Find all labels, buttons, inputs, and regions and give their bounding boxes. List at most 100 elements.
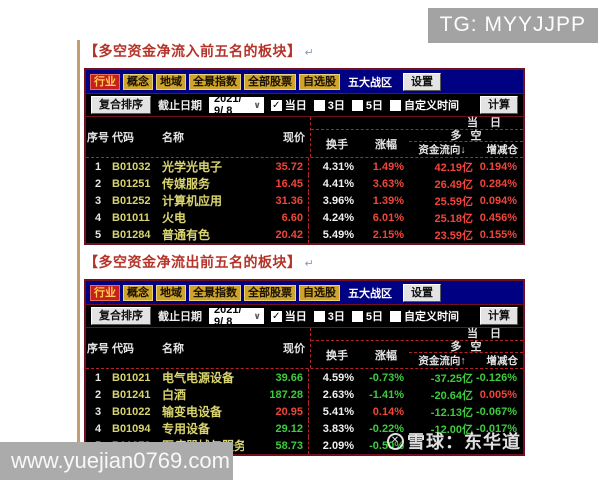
header-turnover[interactable]: 换手 [325, 138, 348, 151]
checkbox-label: 当日 [284, 311, 307, 323]
row-seq: 5 [94, 228, 102, 241]
change-value: 3.63% [372, 177, 404, 190]
sector-name: 传媒服务 [162, 177, 211, 191]
tab-watchlist[interactable]: 自选股 [299, 284, 340, 301]
header-change[interactable]: 涨幅 [374, 138, 397, 151]
checkbox-3day[interactable]: 3日 [313, 308, 345, 324]
tab-industry[interactable]: 行业 [90, 73, 120, 90]
tg-watermark-badge: TG: MYYJJPP [427, 8, 598, 43]
row-seq: 4 [94, 211, 102, 224]
header-name[interactable]: 名称 [162, 343, 184, 355]
flow-value: 25.18亿 [434, 212, 473, 225]
tab-region[interactable]: 地域 [156, 284, 186, 301]
composite-sort-button[interactable]: 复合排序 [91, 96, 151, 114]
tab-concept[interactable]: 概念 [123, 284, 153, 301]
return-arrow-icon: ↵ [304, 258, 315, 270]
article-content: 【多空资金净流入前五名的板块】 ↵ 行业 概念 地域 全景指数 全部股票 自选股 … [84, 42, 525, 456]
header-seq[interactable]: 序号 [87, 132, 109, 144]
table-row[interactable]: 3 B01022 输变电设备 20.95 5.41% 0.14% -12.13亿… [86, 403, 523, 420]
settings-button[interactable]: 设置 [403, 283, 441, 302]
turnover-value: 2.09% [322, 439, 354, 452]
price-value: 31.36 [275, 194, 303, 207]
checkbox-custom-range[interactable]: 自定义时间 [390, 97, 459, 113]
sector-name: 输变电设备 [162, 405, 223, 419]
date-select[interactable]: 2021/ 9/ 8 ∨ [209, 304, 264, 328]
settings-button[interactable]: 设置 [403, 72, 441, 91]
tab-concept[interactable]: 概念 [123, 73, 153, 90]
row-right-section: 2.63% -1.41% -20.64亿 0.005% [308, 386, 523, 403]
header-position[interactable]: 增减仓 [486, 144, 519, 156]
composite-sort-button[interactable]: 复合排序 [91, 307, 151, 325]
tab-industry[interactable]: 行业 [90, 284, 120, 301]
header-flow-sorted[interactable]: 资金流向↑ [418, 355, 466, 367]
header-turn-change: 换手 涨幅 [311, 341, 409, 368]
tab-region[interactable]: 地域 [156, 73, 186, 90]
turnover-value: 2.63% [322, 388, 354, 401]
position-value: 0.194% [479, 160, 517, 173]
turnover-value: 4.31% [322, 160, 354, 173]
header-seq[interactable]: 序号 [87, 343, 109, 355]
header-turn-change: 换手 涨幅 [311, 130, 409, 157]
header-flow-sorted[interactable]: 资金流向↓ [418, 144, 466, 156]
calculate-button[interactable]: 计算 [480, 307, 518, 325]
flow-value: 25.59亿 [434, 195, 473, 208]
position-value: 0.456% [479, 211, 517, 224]
tab-panorama-index[interactable]: 全景指数 [189, 73, 241, 90]
table-row[interactable]: 3 B01252 计算机应用 31.36 3.96% 1.39% 25.59亿 … [86, 192, 523, 209]
tab-watchlist[interactable]: 自选股 [299, 73, 340, 90]
table-row[interactable]: 4 B01011 火电 6.60 4.24% 6.01% 25.18亿 0.45… [86, 209, 523, 226]
table-row[interactable]: 2 B01241 白酒 187.28 2.63% -1.41% -20.64亿 … [86, 386, 523, 403]
tab-panorama-index[interactable]: 全景指数 [189, 284, 241, 301]
filter-toolbar: 复合排序 截止日期 2021/ 9/ 8 ∨ ✓ 当日 3日 5日 [86, 304, 523, 328]
price-value: 58.73 [275, 439, 303, 452]
row-right-section: 4.31% 1.49% 42.19亿 0.194% [308, 158, 523, 175]
row-seq: 2 [94, 177, 102, 190]
row-seq: 4 [94, 422, 102, 435]
table-row[interactable]: 2 B01251 传媒服务 16.45 4.41% 3.63% 26.49亿 0… [86, 175, 523, 192]
calculate-button[interactable]: 计算 [480, 96, 518, 114]
checkbox-today[interactable]: ✓ 当日 [270, 308, 307, 324]
zone-label: 五大战区 [348, 287, 392, 300]
header-position[interactable]: 增减仓 [486, 355, 519, 367]
site-watermark-badge: www.yuejian0769.com [0, 442, 233, 480]
checkbox-custom-range[interactable]: 自定义时间 [390, 308, 459, 324]
turnover-value: 5.49% [322, 228, 354, 241]
header-code[interactable]: 代码 [112, 132, 134, 144]
header-price[interactable]: 现价 [282, 132, 305, 144]
checkbox-5day[interactable]: 5日 [351, 97, 383, 113]
table-row[interactable]: 1 B01021 电气电源设备 39.66 4.59% -0.73% -37.2… [86, 369, 523, 386]
change-value: -0.22% [369, 422, 404, 435]
checkbox-today[interactable]: ✓ 当日 [270, 97, 307, 113]
header-name[interactable]: 名称 [162, 132, 184, 144]
turnover-value: 4.24% [322, 211, 354, 224]
price-value: 29.12 [275, 422, 303, 435]
row-seq: 1 [94, 160, 102, 173]
sector-name: 白酒 [162, 388, 187, 402]
header-change[interactable]: 涨幅 [374, 349, 397, 362]
checkbox-label: 当日 [284, 100, 307, 112]
flow-value: -12.00亿 [430, 423, 473, 436]
section-title-text: 【多空资金净流出前五名的板块】 [84, 254, 302, 270]
table-row[interactable]: 5 B01284 普通有色 20.42 5.49% 2.15% 23.59亿 0… [86, 226, 523, 243]
header-code[interactable]: 代码 [112, 343, 134, 355]
header-turnover[interactable]: 换手 [325, 349, 348, 362]
date-value: 2021/ 9/ 8 [214, 304, 242, 328]
row-seq: 3 [94, 194, 102, 207]
chevron-down-icon: ∨ [253, 310, 261, 321]
tab-all-stocks[interactable]: 全部股票 [244, 73, 296, 90]
checkbox-5day[interactable]: 5日 [351, 308, 383, 324]
left-margin-line [77, 40, 80, 442]
header-price[interactable]: 现价 [282, 343, 305, 355]
table-row[interactable]: 4 B01094 专用设备 29.12 3.83% -0.22% -12.00亿… [86, 420, 523, 437]
header-long-short: 多空 [408, 130, 523, 142]
tab-all-stocks[interactable]: 全部股票 [244, 284, 296, 301]
date-select[interactable]: 2021/ 9/ 8 ∨ [209, 93, 264, 117]
row-right-section: 5.41% 0.14% -12.13亿 -0.067% [308, 403, 523, 420]
checkbox-3day[interactable]: 3日 [313, 97, 345, 113]
table-row[interactable]: 1 B01032 光学光电子 35.72 4.31% 1.49% 42.19亿 … [86, 158, 523, 175]
row-right-section: 3.83% -0.22% -12.00亿 -0.017% [308, 420, 523, 437]
position-value: -0.067% [476, 405, 517, 418]
row-right-section: 4.24% 6.01% 25.18亿 0.456% [308, 209, 523, 226]
section-title-inflow: 【多空资金净流入前五名的板块】 ↵ [84, 42, 525, 62]
table-header-right: 当日 换手 涨幅 多空 资金流向↑ 增减仓 [309, 328, 523, 368]
